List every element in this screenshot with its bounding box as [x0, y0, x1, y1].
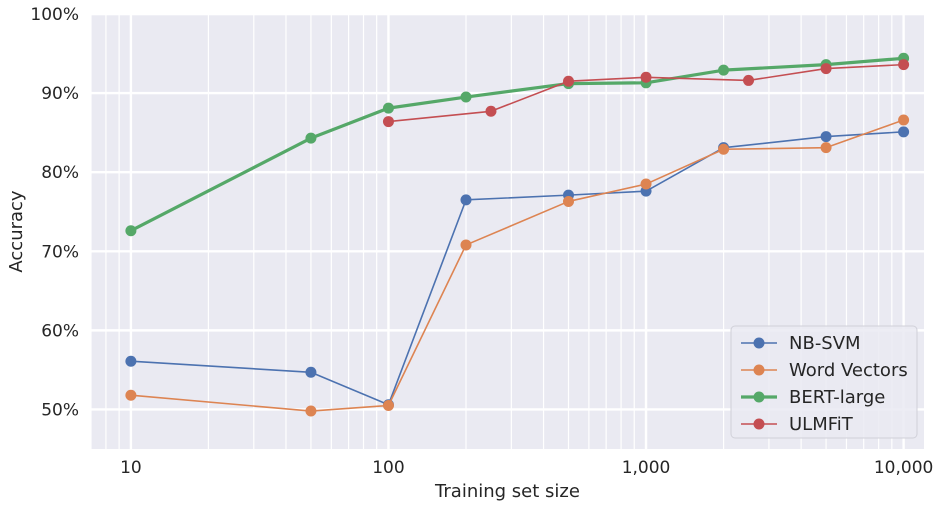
legend-box: [730, 325, 918, 439]
legend-swatch-marker: [753, 418, 765, 430]
data-point: [898, 59, 910, 71]
data-point: [305, 405, 317, 417]
data-point: [485, 105, 497, 117]
legend-entry: ULMFiT: [789, 414, 854, 435]
x-tick-label: 1,000: [622, 458, 671, 478]
legend-swatch-marker: [753, 391, 765, 403]
data-point: [382, 400, 394, 411]
y-tick-label: 60%: [41, 321, 79, 341]
data-point: [820, 131, 832, 143]
data-point: [898, 114, 910, 126]
data-point: [820, 142, 832, 154]
legend-entry: Word Vectors: [789, 360, 908, 381]
series-1: [125, 114, 910, 417]
x-axis-label: Training set size: [434, 481, 580, 502]
x-tick-label: 10: [120, 458, 142, 478]
data-point: [898, 126, 910, 138]
data-point: [563, 75, 575, 87]
data-point: [305, 132, 317, 144]
data-point: [125, 355, 137, 367]
data-point: [743, 74, 755, 86]
y-tick-label: 90%: [41, 84, 79, 104]
legend: NB-SVM Word Vectors BERT-large ULMFiT: [730, 325, 918, 439]
data-point: [563, 195, 575, 207]
data-point: [460, 239, 472, 251]
y-tick-label: 100%: [30, 5, 79, 25]
y-axis-label: Accuracy: [6, 190, 27, 273]
y-tick-label: 70%: [41, 242, 79, 262]
data-point: [640, 71, 652, 83]
data-point: [125, 389, 137, 401]
x-tick-label: 100: [372, 458, 404, 478]
data-point: [305, 366, 317, 378]
data-point: [382, 102, 394, 114]
data-point: [718, 143, 730, 155]
y-axis-ticks: 50% 60% 70% 80% 90% 100%: [30, 5, 79, 420]
data-point: [460, 91, 472, 103]
data-point: [718, 64, 730, 76]
series-layer: [125, 52, 910, 417]
data-point: [125, 225, 137, 237]
data-point: [640, 178, 652, 190]
legend-entry: BERT-large: [789, 387, 885, 408]
data-point: [460, 194, 472, 206]
legend-swatch-marker: [753, 337, 765, 349]
x-tick-label: 10,000: [874, 458, 933, 478]
legend-swatch-marker: [753, 364, 765, 376]
y-tick-label: 80%: [41, 163, 79, 183]
series-3: [382, 59, 910, 128]
data-point: [382, 116, 394, 128]
data-point: [820, 63, 832, 75]
legend-entry: NB-SVM: [789, 333, 861, 354]
y-tick-label: 50%: [41, 400, 79, 420]
x-axis-ticks: 10 100 1,000 10,000: [120, 458, 933, 478]
